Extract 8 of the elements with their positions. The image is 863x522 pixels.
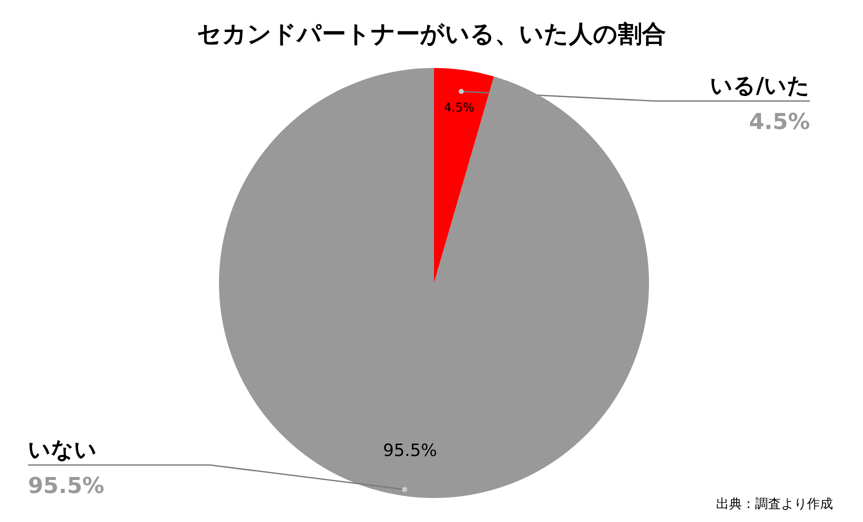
text: 95.5% xyxy=(28,474,104,499)
chart-title: セカンドパートナーがいる、いた人の割合 xyxy=(197,20,666,48)
source-note: 出典：調査より作成 xyxy=(716,497,833,512)
text: 4.5% xyxy=(748,110,810,135)
data-label: 4.5% xyxy=(444,100,474,114)
data-label: 95.5% xyxy=(383,441,438,462)
slice-label: いない xyxy=(28,438,97,463)
slice-label: いる/いた xyxy=(710,74,810,99)
